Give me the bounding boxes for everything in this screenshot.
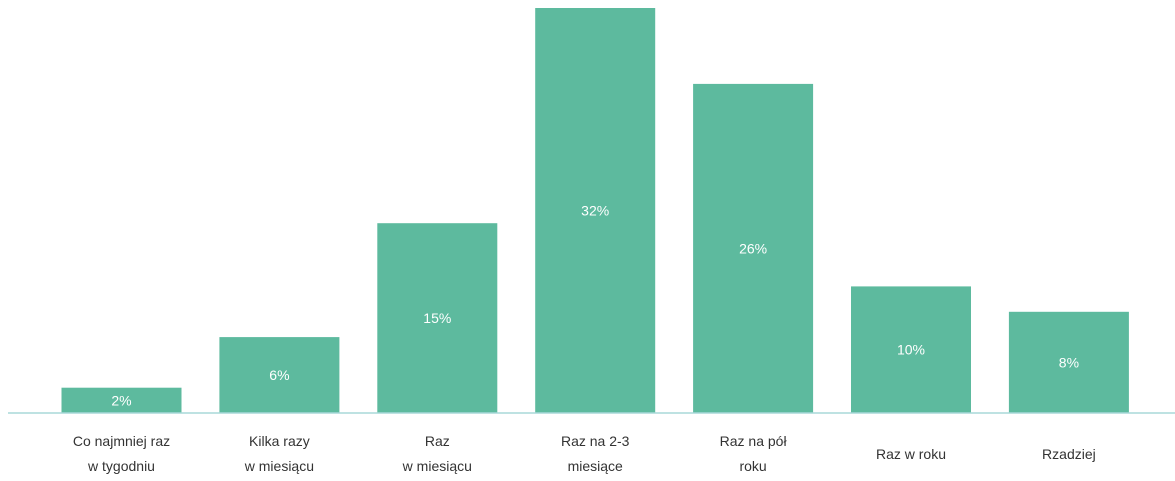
category-label-line: Rzadziej (1042, 446, 1096, 462)
category-label-line: Co najmniej raz (73, 433, 170, 449)
bar-value-label: 10% (897, 342, 925, 358)
category-label-line: Kilka razy (249, 433, 310, 449)
bars-group: 2% 6% 15% 32% 26% 10% 8% (61, 8, 1129, 414)
category-label: Raz na pół roku (720, 433, 788, 474)
bar-value-label: 2% (111, 392, 131, 408)
bar (851, 286, 971, 413)
bar (219, 337, 340, 413)
category-label: Raz w miesiącu (402, 433, 472, 474)
bar-value-label: 32% (581, 203, 609, 219)
bar (377, 223, 498, 413)
category-label-line: Raz na 2-3 (561, 433, 630, 449)
bar-value-label: 8% (1059, 354, 1079, 370)
category-label-line: Raz w roku (876, 446, 946, 462)
category-label-line: miesiące (568, 458, 623, 474)
category-label-line: roku (739, 458, 766, 474)
category-label: Raz na 2-3 miesiące (561, 433, 630, 474)
category-label: Rzadziej (1042, 446, 1096, 462)
category-label: Raz w roku (876, 446, 946, 462)
category-label-line: Raz na pół (720, 433, 788, 449)
category-label-line: w miesiącu (244, 458, 314, 474)
bar-value-label: 15% (423, 310, 451, 326)
category-label: Kilka razy w miesiącu (244, 433, 314, 474)
bar-value-label: 26% (739, 241, 767, 257)
category-labels-group: Co najmniej raz w tygodniu Kilka razy w mie… (73, 433, 1096, 474)
bar-value-label: 6% (269, 367, 289, 383)
category-label-line: w tygodniu (87, 458, 155, 474)
bar (61, 387, 182, 413)
bar (693, 83, 814, 414)
category-label-line: Raz (425, 433, 450, 449)
bar (1008, 311, 1129, 414)
category-label-line: w miesiącu (402, 458, 472, 474)
bar (535, 8, 656, 413)
category-label: Co najmniej raz w tygodniu (73, 433, 170, 474)
